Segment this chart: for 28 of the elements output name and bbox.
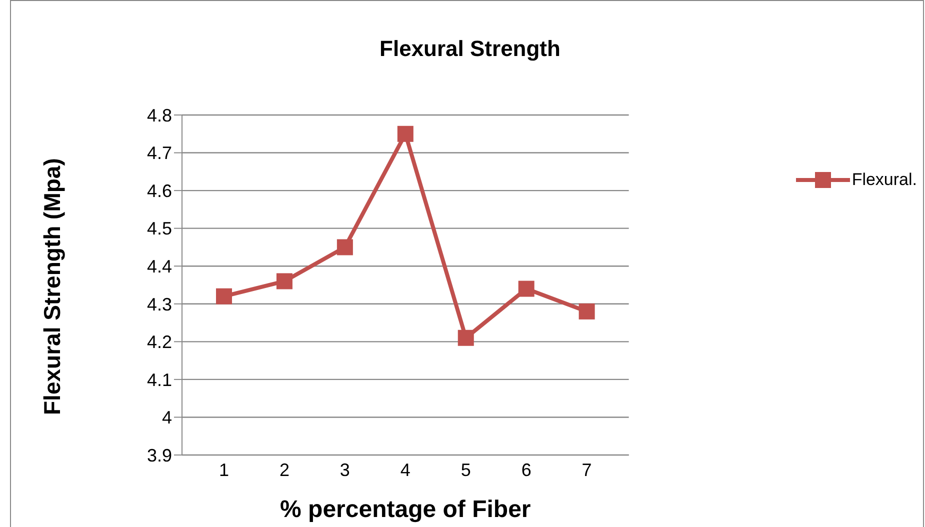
y-axis-title: Flexural Strength (Mpa) [39,158,66,415]
point [276,273,292,290]
y-tick-label: 4.8 [146,105,172,126]
point [336,239,353,256]
x-tick-label: 1 [218,460,230,480]
chart-title: Flexural Strength [378,36,562,62]
y-tick-label: 4.4 [146,256,172,276]
point [518,280,534,297]
y-tick-label: 4 [162,408,172,428]
point [216,288,232,304]
point [397,126,414,142]
x-axis-title: % percentage of Fiber [280,496,531,523]
x-tick-label: 2 [279,460,290,480]
x-tick-label: 5 [460,460,471,480]
y-tick-label: 4.1 [146,370,172,390]
y-tick-label: 4.5 [146,218,172,239]
x-tick-label: 4 [400,460,410,480]
point [458,330,474,346]
legend-label: Flexural. [852,170,917,190]
y-tick-label: 4.7 [146,143,172,164]
y-tick-label: 4.3 [146,294,172,314]
y-tick-label: 4.6 [146,180,172,201]
x-tick-label: 3 [340,460,350,480]
x-tick-label: 6 [521,460,532,480]
point [578,303,595,320]
x-tick-label: 7 [582,460,592,480]
y-tick-label: 3.9 [146,445,172,466]
y-tick-label: 4.2 [146,332,172,352]
